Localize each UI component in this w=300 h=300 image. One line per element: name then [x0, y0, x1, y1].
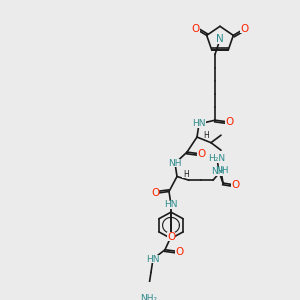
Bar — [207, 155, 227, 163]
Bar — [192, 120, 206, 128]
Text: HN: HN — [192, 119, 206, 128]
Bar — [216, 35, 224, 44]
Text: NH: NH — [168, 159, 182, 168]
Text: HN: HN — [146, 255, 160, 264]
Text: O: O — [175, 247, 183, 256]
Bar — [146, 255, 160, 263]
Text: NH: NH — [215, 167, 229, 176]
Text: NH: NH — [211, 167, 225, 176]
Text: HN: HN — [164, 200, 178, 209]
Bar — [167, 232, 175, 241]
Text: NH₂: NH₂ — [140, 294, 158, 300]
Bar — [240, 24, 249, 33]
Text: O: O — [192, 24, 200, 34]
Text: O: O — [197, 149, 205, 159]
Bar — [175, 247, 183, 256]
Text: H₂N: H₂N — [208, 154, 226, 163]
Bar — [191, 24, 200, 33]
Bar — [215, 167, 229, 175]
Text: H: H — [183, 170, 189, 179]
Bar — [151, 189, 159, 198]
Text: N: N — [216, 34, 224, 44]
Bar — [168, 159, 182, 167]
Text: O: O — [167, 232, 175, 242]
Bar — [197, 149, 205, 158]
Bar — [225, 118, 233, 127]
Bar — [182, 171, 190, 178]
Bar — [202, 132, 210, 139]
Text: O: O — [225, 117, 233, 127]
Text: O: O — [231, 180, 239, 190]
Text: H: H — [203, 131, 209, 140]
Text: O: O — [240, 24, 248, 34]
Bar — [139, 295, 159, 300]
Text: O: O — [151, 188, 159, 198]
Bar — [164, 201, 178, 208]
Bar — [231, 180, 239, 190]
Bar — [211, 168, 225, 176]
